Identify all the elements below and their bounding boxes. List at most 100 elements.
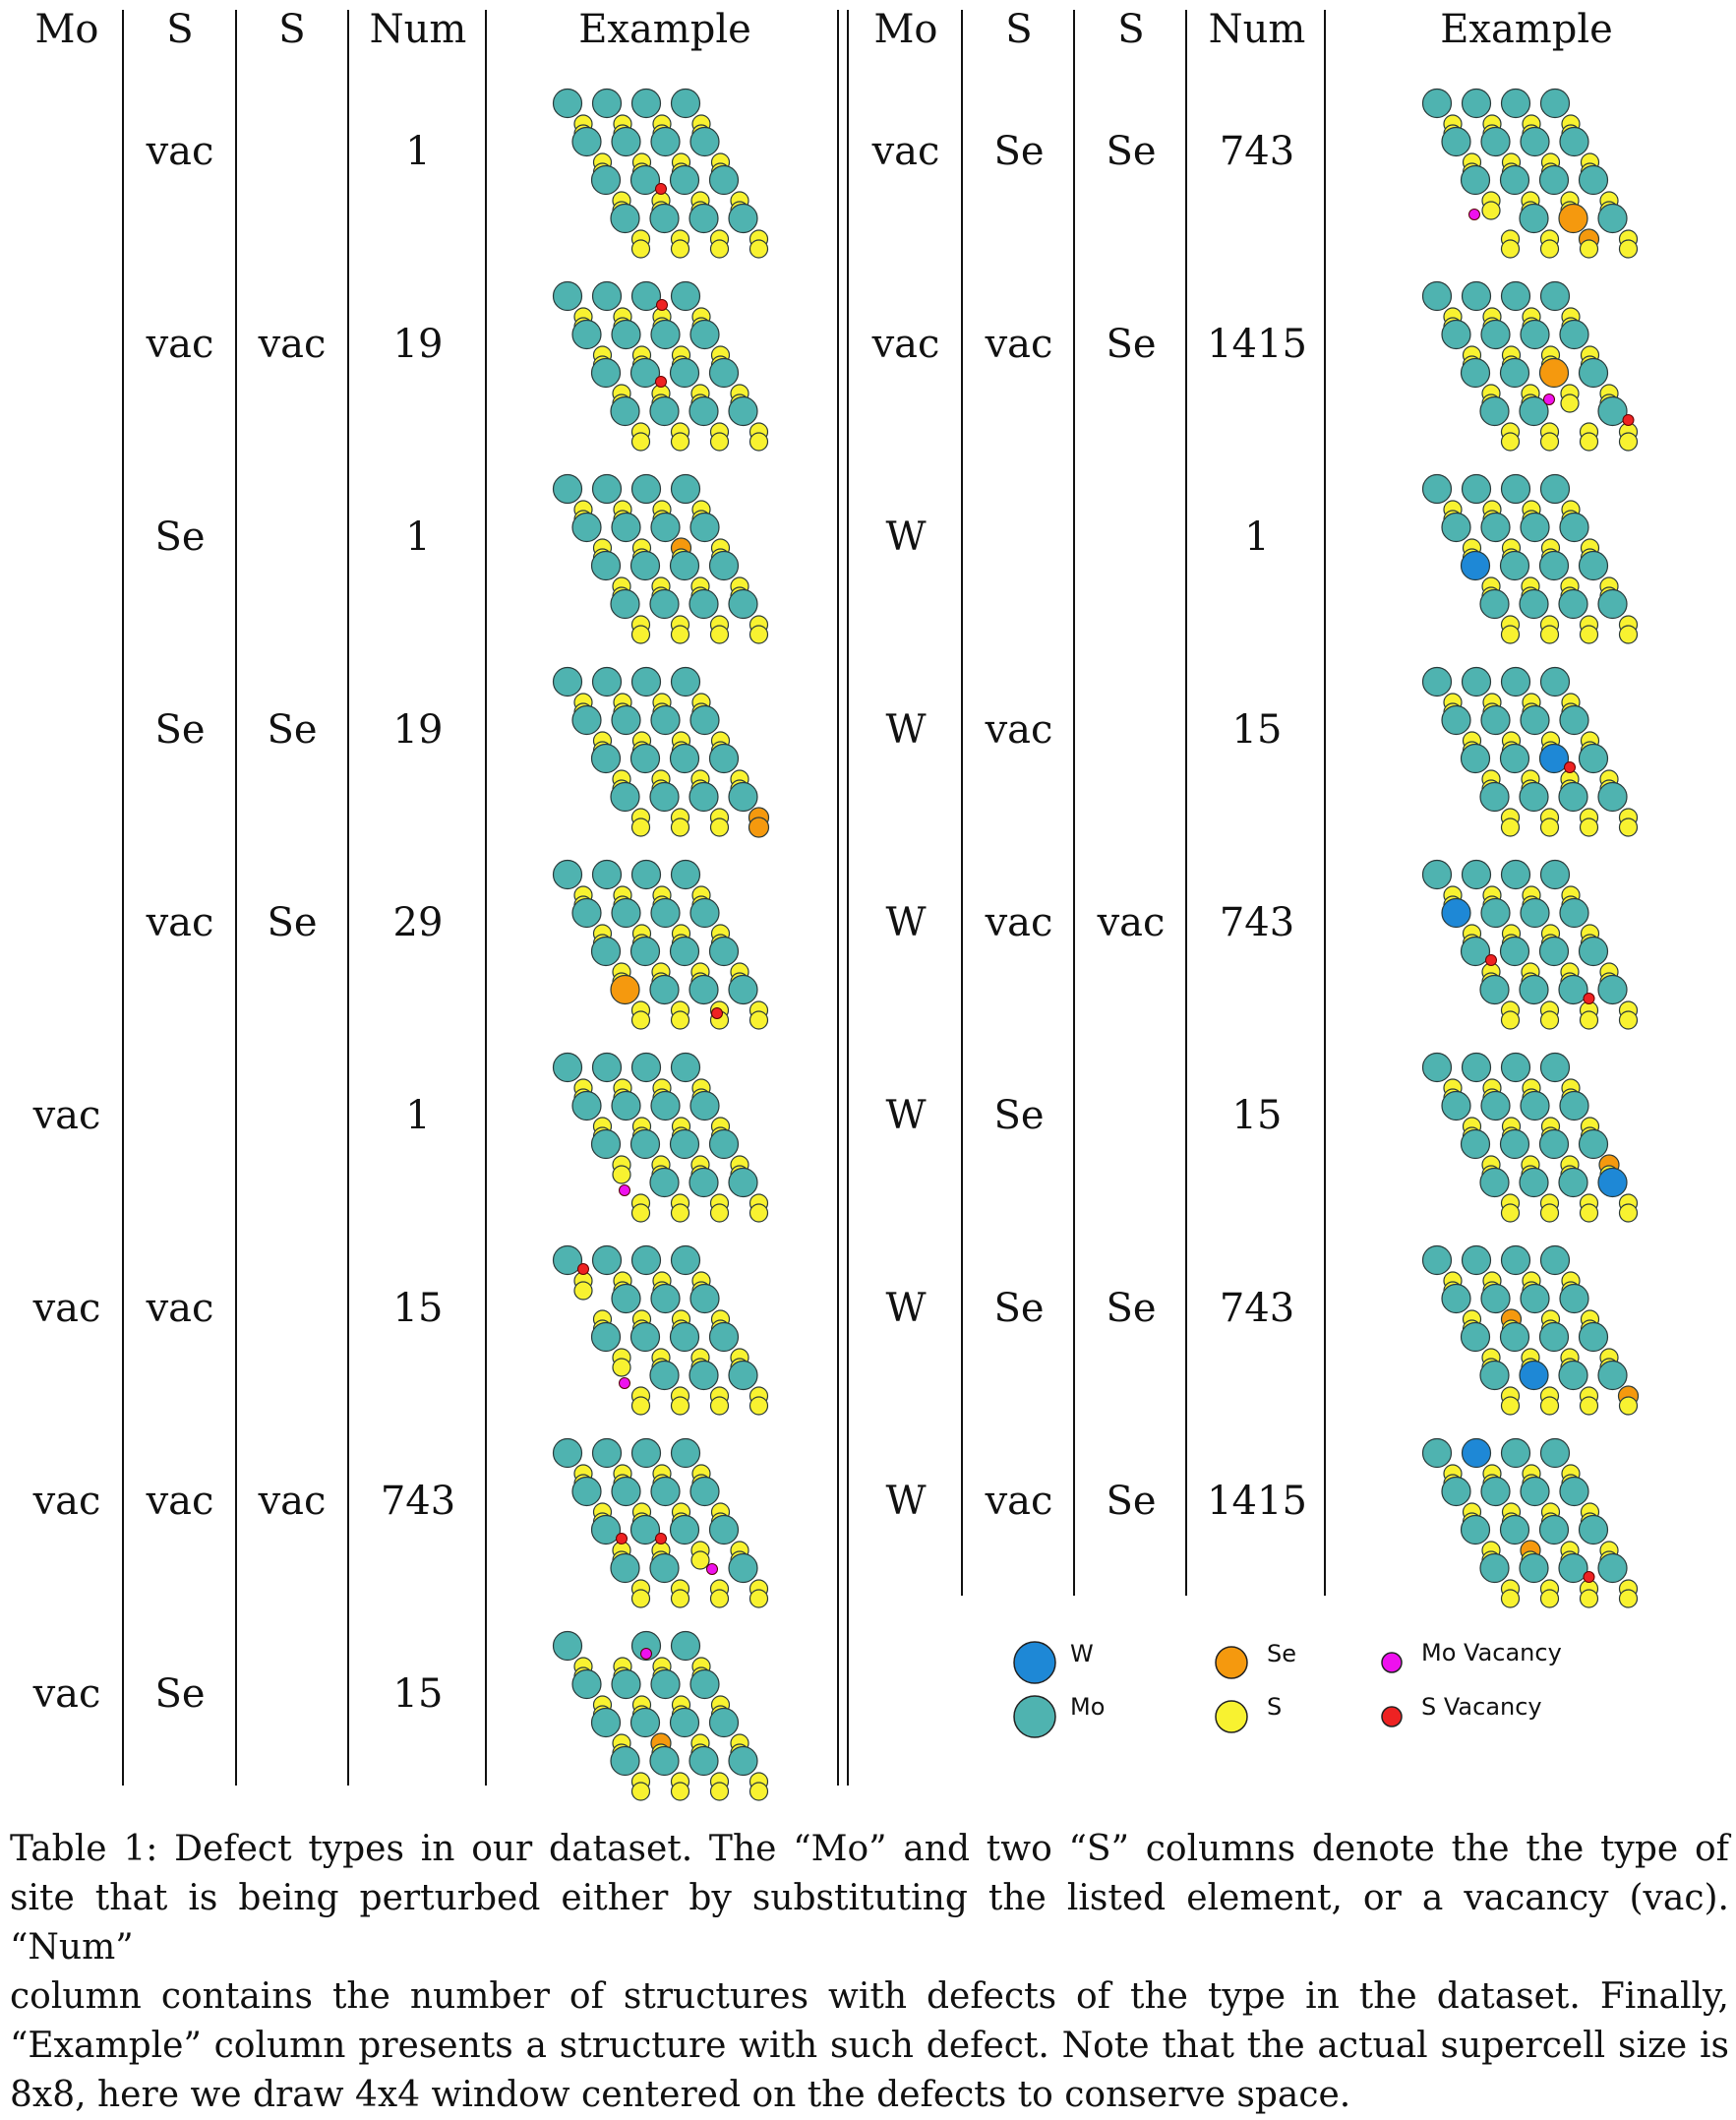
cell-s: Se [154, 1671, 206, 1717]
mo-atom [591, 280, 623, 312]
mo-atom [1538, 357, 1570, 389]
mo-atom [1499, 1514, 1530, 1545]
mo-atom [1520, 319, 1550, 350]
mo-atom [571, 897, 602, 929]
cell-s: vac [985, 900, 1053, 945]
cell-num: 19 [392, 707, 444, 753]
cell-s: Se [993, 1093, 1045, 1138]
mo-atom [629, 936, 661, 967]
s-atom [690, 1550, 710, 1570]
mo-atom [1479, 1167, 1510, 1198]
s-atom [1500, 1203, 1521, 1223]
s-atom [709, 625, 730, 644]
mo-atom [650, 1090, 681, 1121]
mo-atom [728, 781, 758, 813]
mo-atom [1461, 1244, 1492, 1276]
mo-atom [629, 550, 661, 581]
mo-atom [1500, 473, 1531, 505]
s-atom [1579, 1589, 1599, 1608]
mo-atom [728, 203, 758, 234]
s-atom [748, 239, 769, 259]
mo-atom [1421, 859, 1453, 890]
mo-atom [552, 1437, 583, 1469]
s-atom [709, 818, 730, 837]
mo-atom [649, 395, 680, 427]
s-atom [748, 432, 769, 452]
s-atom [709, 1589, 730, 1608]
mo-atom [689, 319, 720, 350]
s-atom [1539, 1010, 1560, 1030]
mo-atom [708, 1321, 740, 1353]
mo-atom [611, 126, 641, 157]
mo-atom [669, 357, 700, 389]
mo-atom [611, 1476, 641, 1507]
s-atom [1618, 1589, 1639, 1608]
mo-atom [1539, 1052, 1571, 1083]
mo-atom [1460, 164, 1491, 196]
mo-atom [1597, 974, 1628, 1005]
mo-atom [689, 704, 720, 736]
mo-atom [689, 1668, 720, 1700]
s-atom [670, 1010, 690, 1030]
lattice-w-s-vacancy [1421, 666, 1639, 837]
s-atom [709, 1396, 730, 1416]
mo-atom [649, 781, 680, 813]
mo-atom [1539, 859, 1571, 890]
mo-atom [630, 1437, 662, 1469]
cell-s: vac [146, 322, 214, 367]
s-atom [670, 625, 690, 644]
mo-atom [1578, 550, 1609, 581]
w-atom [1441, 897, 1471, 929]
table-rules-and-lattice-examples [122, 10, 1640, 1801]
header-example: Example [578, 7, 751, 52]
s-vacancy-marker [1583, 1571, 1595, 1583]
s-atom [1539, 432, 1560, 452]
mo-atom [590, 1514, 622, 1545]
w-atom [1519, 1360, 1549, 1391]
table-caption: Table 1: Defect types in our dataset. Th… [10, 1825, 1729, 2120]
mo-atom [630, 473, 662, 505]
mo-atom [1558, 781, 1588, 813]
mo-vacancy-marker [1468, 209, 1480, 220]
s-atom [1500, 818, 1521, 837]
mo-atom [590, 550, 622, 581]
mo-atom [1520, 1283, 1550, 1314]
cell-mo: vac [871, 129, 940, 174]
s-atom [1618, 1396, 1639, 1416]
mo-atom [650, 897, 681, 929]
mo-atom [1461, 473, 1492, 505]
cell-s: vac [146, 900, 214, 945]
mo-atom [1559, 1476, 1589, 1507]
s-atom [748, 1396, 769, 1416]
mo-atom [1558, 1167, 1588, 1198]
mo-atom [630, 88, 662, 119]
legend-label-s: S [1267, 1693, 1283, 1721]
lattice-mo-vacancy-s-vacancy-se [1421, 280, 1639, 452]
mo-atom [670, 1630, 701, 1662]
mo-atom [630, 1630, 662, 1662]
mo-atom [1538, 550, 1570, 581]
mo-atom [1539, 88, 1571, 119]
mo-atom [1460, 936, 1491, 967]
cell-s: Se [1106, 129, 1157, 174]
s-atom [748, 1589, 769, 1608]
s-atom [1579, 1396, 1599, 1416]
cell-num: 743 [1219, 1286, 1295, 1331]
mo-atom [1559, 897, 1589, 929]
s-atom [1539, 1396, 1560, 1416]
mo-atom [1499, 1321, 1530, 1353]
mo-atom [728, 1167, 758, 1198]
header-s: S [278, 7, 306, 52]
mo-vacancy-marker [619, 1184, 630, 1196]
mo-atom [552, 666, 583, 697]
mo-atom [611, 512, 641, 543]
s-atom [612, 1358, 631, 1377]
mo-atom [708, 550, 740, 581]
s-atom [1618, 239, 1639, 259]
mo-atom [571, 1476, 602, 1507]
mo-atom [552, 1630, 583, 1662]
mo-atom [1460, 357, 1491, 389]
s-atom [670, 818, 690, 837]
mo-atom [1480, 1283, 1511, 1314]
